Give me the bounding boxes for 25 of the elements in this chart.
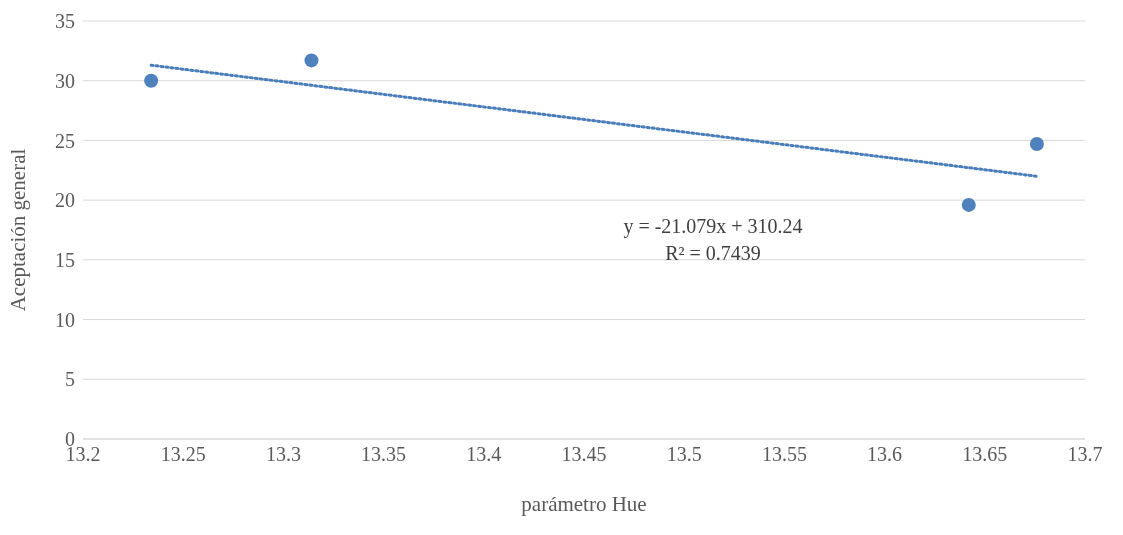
x-tick-label: 13.6	[867, 443, 903, 466]
point	[1029, 137, 1044, 152]
x-tick-label: 13.45	[561, 443, 607, 466]
annotation: y = -21.079x + 310.24	[622, 214, 804, 240]
x-tick-label: 13.5	[666, 443, 702, 466]
x-axis-title: parámetro Hue	[521, 492, 647, 516]
y-tick-label: 5	[65, 368, 75, 391]
y-tick-label: 15	[55, 248, 75, 271]
y-tick-label: 10	[55, 308, 75, 331]
y-tick-label: 25	[55, 129, 75, 152]
x-tick-label: 13.55	[761, 443, 807, 466]
point	[304, 53, 319, 68]
y-tick-label: 20	[55, 189, 75, 212]
x-tick-label: 13.3	[265, 443, 301, 466]
y-tick-label: 30	[55, 69, 75, 92]
annotation: R² = 0.7439	[664, 241, 762, 266]
y-axis-title: Aceptación general	[6, 148, 31, 312]
x-tick-label: 13.25	[160, 443, 206, 466]
point	[961, 197, 976, 212]
x-tick-label: 13.4	[466, 443, 502, 466]
x-tick-label: 13.7	[1067, 443, 1103, 466]
x-tick-label: 13.65	[962, 443, 1008, 466]
point	[144, 73, 159, 88]
y-tick-label: 35	[55, 10, 75, 33]
x-tick-label: 13.35	[361, 443, 407, 466]
